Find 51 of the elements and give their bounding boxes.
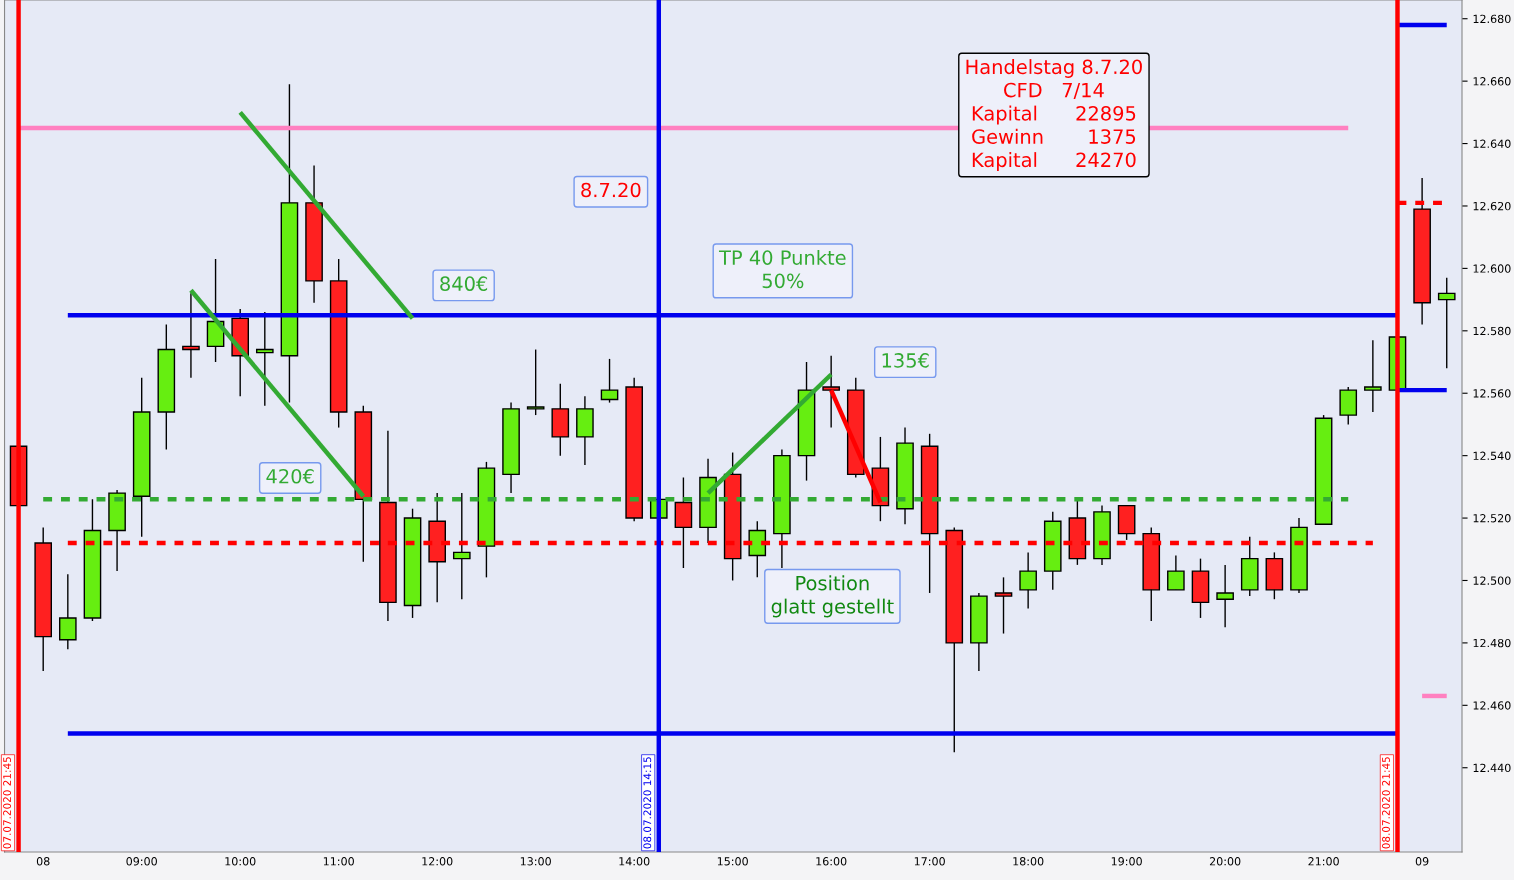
candlestick [600, 358, 619, 404]
y-tick-label: 12.600 [1473, 264, 1511, 273]
y-tick-label: 12.560 [1473, 389, 1511, 398]
x-tick-label: 19:00 [1111, 857, 1142, 866]
x-tick-label: 14:00 [619, 857, 650, 866]
x-tick-label: 16:00 [816, 857, 847, 866]
annotation: 8.7.20 [581, 182, 641, 198]
x-tick-label: 08.07.2020 14:15 [643, 757, 652, 849]
y-tick-label: 12.500 [1473, 576, 1511, 585]
x-tick-label: 07.07.2020 21:45 [3, 757, 11, 849]
candlestick [994, 576, 1013, 635]
x-tick-label: 17:00 [914, 857, 945, 866]
x-tick-label: 12:00 [422, 857, 453, 866]
x-tick-label: 13:00 [520, 857, 551, 866]
y-tick-label: 12.680 [1473, 14, 1511, 24]
y-tick-label: 12.540 [1473, 451, 1511, 461]
y-tick-label: 12.580 [1473, 326, 1511, 336]
annotation: Handelstag 8.7.20 CFD 7/14 Kapital 22895 Gewinn 1375 Kapital 24270 [966, 59, 1142, 171]
x-tick-label: 15:00 [717, 857, 748, 866]
candlestick [526, 348, 545, 416]
candlestick [1167, 554, 1185, 591]
x-tick-label: 09 [1415, 857, 1429, 866]
x-tick-label: 08.07.2020 21:45 [1382, 757, 1390, 849]
x-tick-label: 08 [36, 857, 50, 866]
candlestick [1216, 564, 1234, 628]
annotation: Position glatt gestellt [771, 575, 894, 618]
x-tick-label: 18:00 [1013, 857, 1044, 866]
annotation: TP 40 Punkte 50% [718, 249, 846, 289]
candlestick [452, 492, 471, 600]
annotation: 135€ [882, 353, 929, 368]
candlestick [1019, 551, 1037, 610]
y-tick-label: 12.480 [1473, 638, 1511, 648]
y-tick-label: 12.440 [1473, 763, 1511, 773]
x-tick-label: 10:00 [225, 857, 256, 866]
candlestick [182, 292, 200, 379]
x-tick-label: 11:00 [323, 857, 354, 866]
y-tick-label: 12.640 [1473, 139, 1511, 148]
x-tick-label: 20:00 [1209, 857, 1241, 866]
annotation: 840€ [440, 276, 488, 292]
candlestick [255, 311, 274, 407]
candlestick [1364, 339, 1382, 413]
annotation: 420€ [266, 468, 314, 484]
candlestick [822, 355, 840, 429]
y-tick-label: 12.460 [1473, 701, 1511, 710]
y-tick-label: 12.520 [1473, 514, 1511, 523]
x-tick-label: 21:00 [1308, 857, 1339, 866]
candlestick [59, 573, 77, 650]
y-tick-label: 12.660 [1473, 77, 1511, 86]
y-tick-label: 12.620 [1473, 201, 1511, 211]
x-tick-label: 09:00 [126, 857, 157, 866]
candlestick [1437, 277, 1456, 369]
